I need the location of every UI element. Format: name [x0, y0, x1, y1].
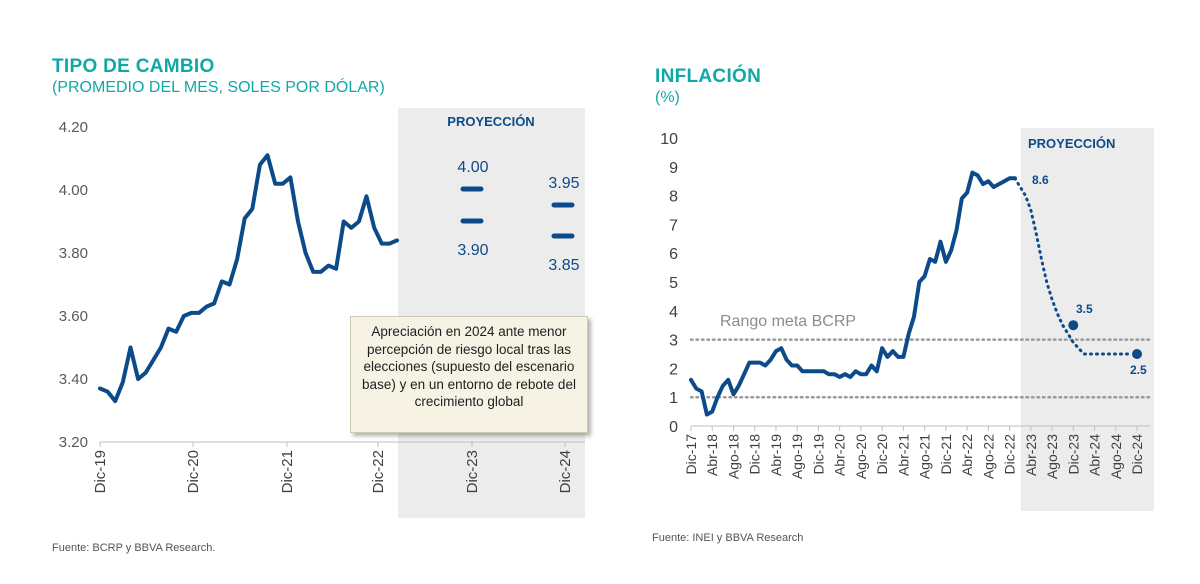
inflation-title: INFLACIÓN: [655, 66, 762, 87]
y-tick-label: 9: [669, 160, 678, 177]
x-tick-label: Ago-19: [789, 434, 805, 479]
projection-high-label: 3.95: [548, 175, 579, 192]
y-tick-label: 10: [660, 131, 678, 148]
x-tick-label: Dic-17: [683, 434, 699, 475]
inflation-line: [689, 170, 1017, 417]
y-tick-label: 4.20: [59, 119, 88, 136]
projection-high-label: 4.00: [457, 159, 488, 176]
x-tick-label: Ago-23: [1044, 434, 1060, 479]
x-tick-label: Dic-21: [938, 434, 954, 475]
inflation-panel: INFLACIÓN (%) PROYECCIÓN 0 1 2 3 4 5 6 7 8 9 10 Rang…: [600, 0, 1200, 584]
y-tick-label: 6: [669, 246, 678, 263]
projection-label: PROYECCIÓN: [1028, 136, 1115, 151]
y-tick-label: 7: [669, 217, 678, 234]
x-tick-label: Abr-22: [959, 434, 975, 476]
x-tick-label: Dic-20: [874, 434, 890, 475]
projection-value-label: 8.6: [1032, 173, 1049, 187]
projection-label: PROYECCIÓN: [447, 114, 534, 129]
projection-value-label: 3.5: [1076, 302, 1093, 316]
inflation-projection-line: [1013, 176, 1134, 356]
y-tick-label: 5: [669, 275, 678, 292]
projection-point-dic24: [1132, 349, 1142, 359]
inflation-subtitle: (%): [655, 89, 680, 106]
target-band-label: Rango meta BCRP: [720, 313, 856, 330]
y-tick-label: 3: [669, 333, 678, 350]
x-tick-label: Abr-23: [1023, 434, 1039, 476]
x-tick-label: Dic-23: [1065, 434, 1081, 475]
projection-area: [398, 108, 585, 518]
x-tick-label: Ago-24: [1108, 434, 1124, 479]
x-tick-label: Dic-22: [1002, 434, 1018, 475]
y-tick-label: 0: [669, 419, 678, 436]
y-tick-label: 3.40: [59, 371, 88, 388]
exchange-rate-panel: TIPO DE CAMBIO (PROMEDIO DEL MES, SOLES …: [52, 56, 588, 554]
x-tick-label: Abr-19: [768, 434, 784, 476]
x-tick-label: Abr-21: [895, 434, 911, 476]
projection-low-label: 3.90: [457, 242, 488, 259]
y-tick-label: 2: [669, 361, 678, 378]
projection-low-label: 3.85: [548, 257, 579, 274]
x-tick-label: Dic-23: [464, 450, 481, 493]
x-tick-label: Dic-19: [810, 434, 826, 475]
x-tick-label: Dic-24: [1129, 434, 1145, 475]
inflation-chart: PROYECCIÓN 0 1 2 3 4 5 6 7 8 9 10 Rango meta BCRP Dic…: [660, 128, 1154, 511]
y-tick-label: 3.20: [59, 434, 88, 451]
exchange-rate-subtitle: (PROMEDIO DEL MES, SOLES POR DÓLAR): [52, 79, 385, 96]
x-tick-label: Dic-18: [747, 434, 763, 475]
exchange-rate-line: [98, 153, 399, 404]
x-tick-label: Dic-19: [92, 450, 109, 493]
x-tick-label: Dic-24: [557, 450, 574, 493]
y-tick-label: 3.80: [59, 245, 88, 262]
x-tick-label: Abr-18: [704, 434, 720, 476]
y-tick-label: 1: [669, 390, 678, 407]
projection-value-label: 2.5: [1130, 363, 1147, 377]
x-tick-label: Dic-20: [185, 450, 202, 493]
y-tick-label: 4: [669, 304, 678, 321]
y-tick-label: 4.00: [59, 182, 88, 199]
x-tick-label: Ago-22: [980, 434, 996, 479]
x-tick-label: Dic-21: [279, 450, 296, 493]
y-tick-label: 8: [669, 189, 678, 206]
x-tick-label: Ago-21: [917, 434, 933, 479]
x-tick-label: Abr-20: [832, 434, 848, 476]
exchange-rate-title: TIPO DE CAMBIO: [52, 56, 215, 77]
x-tick-label: Dic-22: [370, 450, 387, 493]
annotation-box: Apreciación en 2024 ante menor percepció…: [350, 316, 588, 433]
exchange-rate-source: Fuente: BCRP y BBVA Research.: [52, 542, 216, 554]
projection-area: [1021, 128, 1154, 511]
x-tick-label: Ago-20: [853, 434, 869, 479]
x-tick-label: Ago-18: [725, 434, 741, 479]
projection-point-dic23: [1068, 320, 1079, 331]
inflation-source: Fuente: INEI y BBVA Research: [652, 532, 804, 544]
x-tick-label: Abr-24: [1087, 434, 1103, 476]
exchange-rate-chart: PROYECCIÓN 3.20 3.40 3.60 3.80 4.00 4.20 Dic-19…: [59, 108, 585, 518]
y-tick-label: 3.60: [59, 308, 88, 325]
